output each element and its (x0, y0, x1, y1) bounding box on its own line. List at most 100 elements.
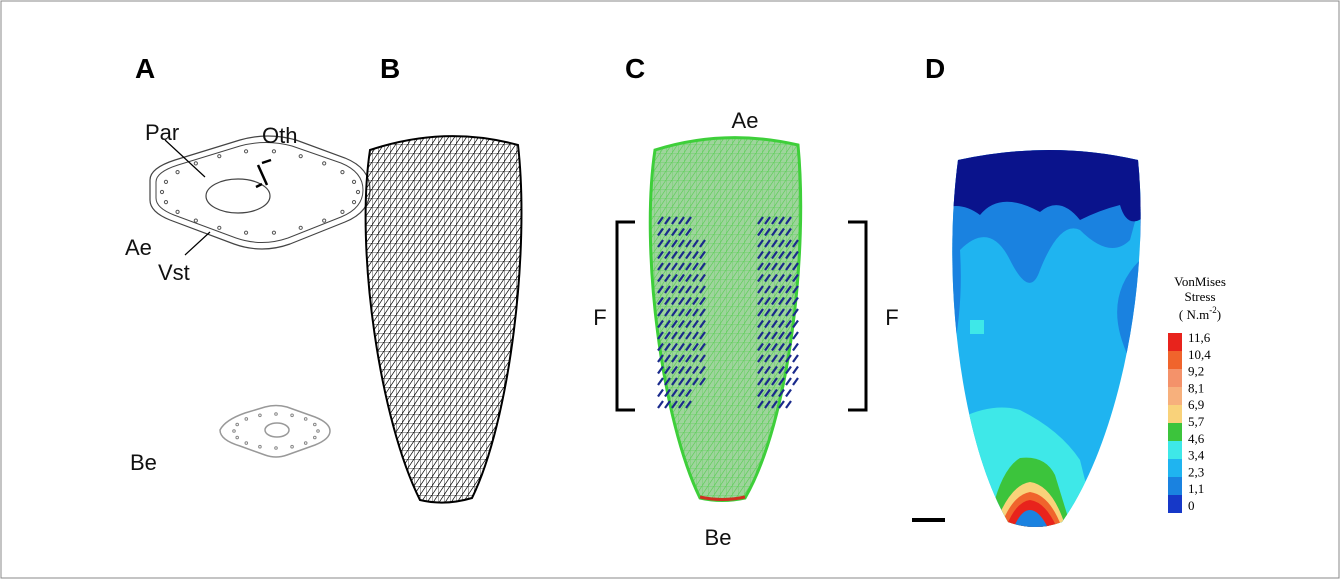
panel-label: B (380, 53, 400, 84)
dot (244, 231, 247, 234)
dot (160, 190, 163, 193)
dot (275, 413, 278, 416)
legend-swatch (1168, 495, 1182, 513)
panel-label: A (135, 53, 155, 84)
pointer-vst (185, 232, 210, 255)
legend-label: 6,9 (1188, 397, 1204, 412)
unit-exponent: -2 (1209, 305, 1217, 315)
dot (259, 445, 262, 448)
legend-label: 5,7 (1188, 414, 1205, 429)
dot (323, 162, 326, 165)
legend-swatch (1168, 369, 1182, 387)
legend-label: 10,4 (1188, 347, 1211, 362)
dots (160, 150, 359, 450)
dot (314, 436, 317, 439)
dot (244, 150, 247, 153)
panel-label: D (925, 53, 945, 84)
dot (341, 171, 344, 174)
dot (164, 201, 167, 204)
dot (218, 155, 221, 158)
label-f: F (593, 305, 606, 330)
dot (291, 414, 294, 417)
label-oth: Oth (262, 123, 297, 148)
dot (352, 180, 355, 183)
mesh-model (366, 136, 522, 502)
legend-label: 4,6 (1188, 431, 1205, 446)
arrow (793, 344, 798, 351)
legend-label: 1,1 (1188, 481, 1204, 496)
legend-swatch (1168, 441, 1182, 459)
dot (236, 423, 239, 426)
legend-swatch (1168, 387, 1182, 405)
label-be: Be (130, 450, 157, 475)
dot (352, 201, 355, 204)
label-f: F (885, 305, 898, 330)
legend-label: 3,4 (1188, 448, 1205, 463)
legend-title: Stress (1184, 289, 1215, 304)
legend-label: 9,2 (1188, 364, 1204, 379)
arrow (658, 378, 663, 385)
arrow (658, 401, 663, 408)
arrow (793, 378, 798, 385)
dot (194, 162, 197, 165)
dot (291, 445, 294, 448)
dot (245, 418, 248, 421)
legend-swatch (1168, 459, 1182, 477)
legend-unit: ( N.m-2) (1179, 305, 1221, 322)
dot (317, 430, 320, 433)
dot (356, 190, 359, 193)
dot (323, 219, 326, 222)
arrow (786, 390, 791, 397)
loaded-model (650, 138, 800, 501)
section-large (150, 136, 370, 249)
arrow (793, 332, 798, 339)
dot (314, 423, 317, 426)
arrow (658, 390, 663, 397)
dot (299, 226, 302, 229)
figure: A B C D Par Oth Ae Vst Be Ae Be F F (0, 0, 1340, 579)
label-ae: Ae (125, 235, 152, 260)
dot (272, 231, 275, 234)
legend-label: 8,1 (1188, 380, 1204, 395)
legend-swatch (1168, 477, 1182, 495)
dot (304, 442, 307, 445)
dot (259, 414, 262, 417)
legend-swatch (1168, 423, 1182, 441)
legend: 11,610,49,28,16,95,74,63,42,31,10 (1168, 330, 1211, 513)
unit: ( N.m (1179, 307, 1209, 322)
legend-title: VonMises (1174, 274, 1226, 289)
label-vst: Vst (158, 260, 190, 285)
dot (164, 180, 167, 183)
legend-label: 2,3 (1188, 464, 1204, 479)
dot (176, 171, 179, 174)
bracket-right (848, 222, 866, 410)
dot (272, 150, 275, 153)
dot (176, 210, 179, 213)
arrow (793, 355, 798, 362)
label-par: Par (145, 120, 179, 145)
panel-label: C (625, 53, 645, 84)
dot (218, 226, 221, 229)
legend-swatch (1168, 405, 1182, 423)
arrow (786, 401, 791, 408)
arrow (786, 378, 791, 385)
dot (194, 219, 197, 222)
unit-close: ) (1217, 307, 1221, 322)
page: A B C D Par Oth Ae Vst Be Ae Be F F (0, 0, 1340, 579)
dot (275, 447, 278, 450)
legend-label: 0 (1188, 498, 1195, 513)
dot (299, 155, 302, 158)
dot (341, 210, 344, 213)
arrow (793, 367, 798, 374)
label-ae: Ae (732, 108, 759, 133)
label-be: Be (705, 525, 732, 550)
dot (233, 430, 236, 433)
dot (236, 436, 239, 439)
dot (304, 418, 307, 421)
legend-swatch (1168, 333, 1182, 351)
scale-bar (912, 518, 945, 522)
legend-swatch (1168, 351, 1182, 369)
stress-map (940, 130, 1160, 540)
bracket-left (617, 222, 635, 410)
dot (245, 442, 248, 445)
